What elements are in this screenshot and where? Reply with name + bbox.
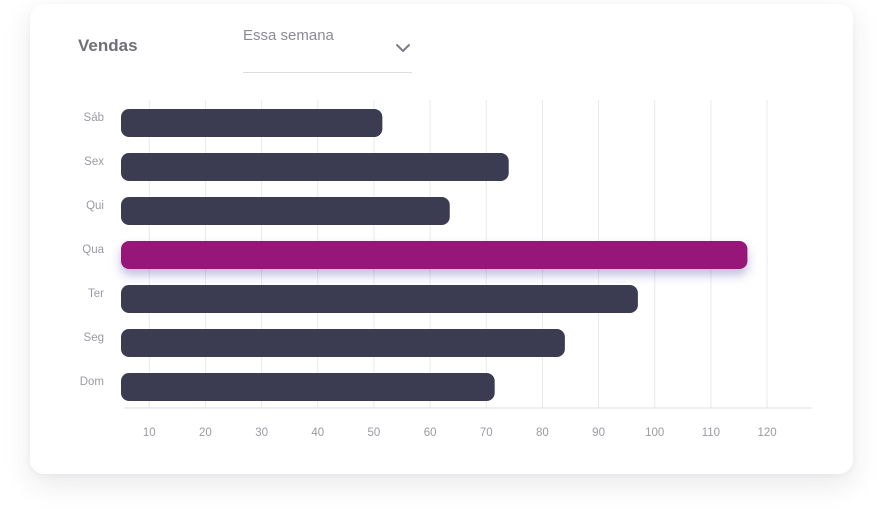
bar[interactable] — [121, 197, 450, 225]
x-axis-ticks: 10 20 30 40 50 60 70 80 90 100 110 120 — [143, 427, 777, 439]
category-label: Qua — [82, 244, 104, 256]
x-tick-label: 80 — [536, 427, 549, 439]
category-label: Qui — [86, 200, 104, 212]
bar[interactable] — [121, 329, 565, 357]
bar-highlighted[interactable] — [121, 241, 748, 269]
category-label: Sex — [84, 156, 104, 168]
x-tick-label: 60 — [424, 427, 437, 439]
bar[interactable] — [121, 285, 638, 313]
x-tick-label: 10 — [143, 427, 156, 439]
x-tick-label: 90 — [592, 427, 605, 439]
bar[interactable] — [121, 109, 383, 137]
category-label: Seg — [84, 332, 104, 344]
category-label: Dom — [80, 376, 104, 388]
x-tick-label: 120 — [757, 427, 776, 439]
x-tick-label: 20 — [199, 427, 212, 439]
category-label: Sáb — [84, 112, 104, 124]
x-tick-label: 30 — [255, 427, 268, 439]
period-select[interactable]: Essa semana — [243, 26, 412, 73]
x-tick-label: 50 — [368, 427, 381, 439]
card-title: Vendas — [78, 36, 138, 55]
bars — [121, 109, 748, 401]
category-label: Ter — [88, 288, 104, 300]
x-tick-label: 70 — [480, 427, 493, 439]
bar[interactable] — [121, 153, 509, 181]
period-select-value: Essa semana — [243, 27, 334, 44]
x-tick-label: 110 — [702, 427, 720, 439]
category-labels: Sáb Sex Qui Qua Ter Seg Dom — [80, 112, 105, 388]
x-tick-label: 40 — [311, 427, 324, 439]
chevron-down-icon — [396, 44, 410, 52]
bar[interactable] — [121, 373, 495, 401]
x-tick-label: 100 — [645, 427, 664, 439]
